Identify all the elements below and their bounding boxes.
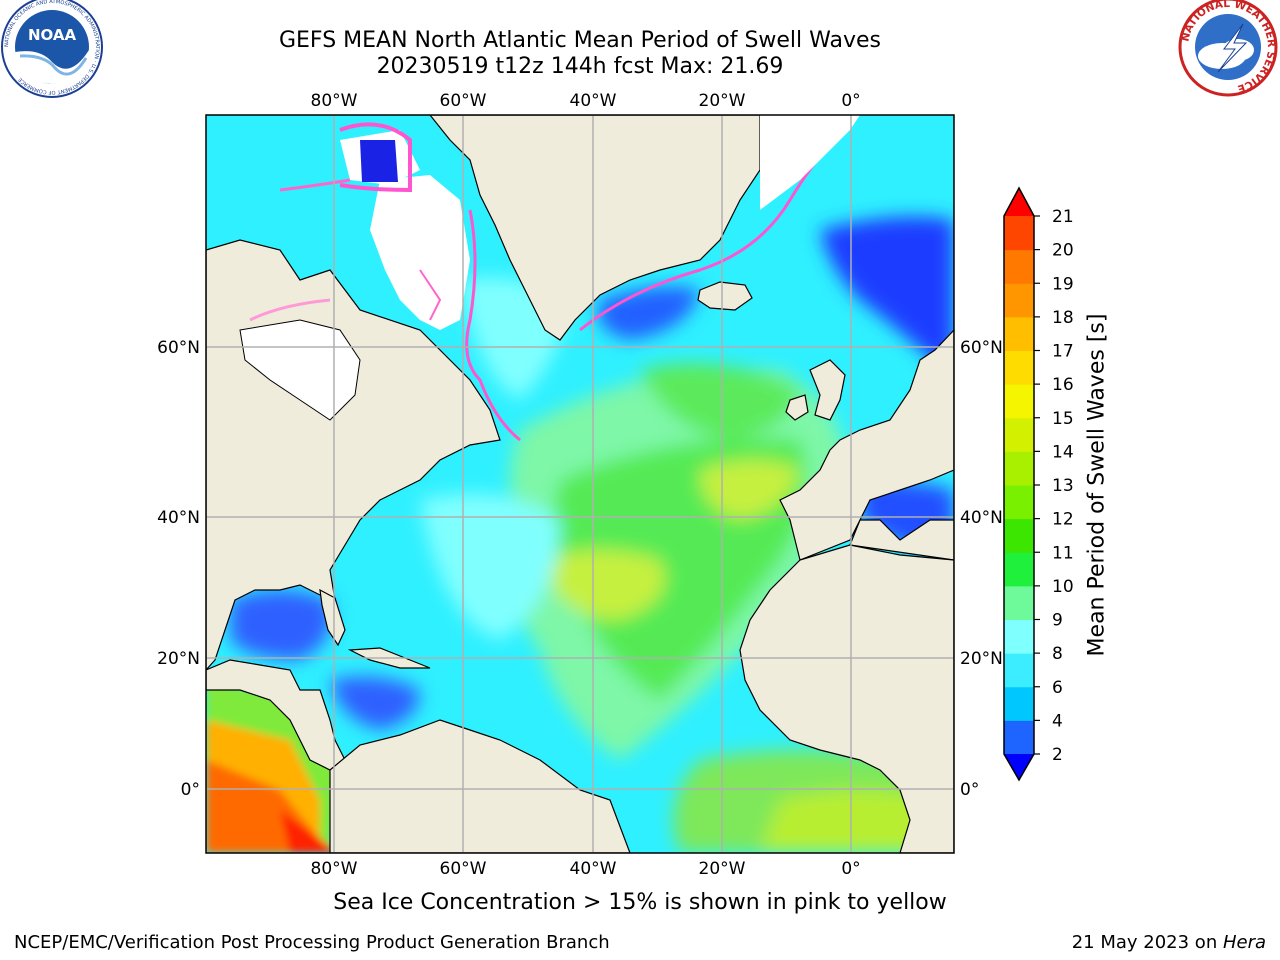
colorbar-segment — [1004, 720, 1034, 755]
colorbar-segment — [1004, 552, 1034, 587]
sea-ice-note: Sea Ice Concentration > 15% is shown in … — [333, 890, 947, 915]
colorbar-segment — [1004, 249, 1034, 284]
colorbar-segment — [1004, 216, 1034, 251]
footer-host: Hera — [1222, 932, 1266, 953]
chart-subtitle: 20230519 t12z 144h fcst Max: 21.69 — [376, 54, 784, 79]
colorbar-under-arrow — [1004, 754, 1034, 780]
sea-ice — [239, 115, 860, 442]
lon-label-bottom: 60°W — [440, 859, 487, 879]
lon-label-bottom: 0° — [841, 859, 860, 879]
lat-label-right: 20°N — [960, 649, 1003, 669]
colorbar-tick-label: 9 — [1052, 611, 1063, 631]
lat-label-left: 40°N — [157, 508, 200, 528]
colorbar-tick-label: 8 — [1052, 644, 1063, 664]
lon-label-bottom: 80°W — [311, 859, 358, 879]
lon-label-top: 20°W — [699, 91, 746, 111]
footer-date: 21 May 2023 on Hera — [1072, 932, 1266, 953]
lon-label-bottom: 20°W — [699, 859, 746, 879]
lon-label-top: 80°W — [311, 91, 358, 111]
colorbar-segment — [1004, 585, 1034, 620]
colorbar-tick-label: 15 — [1052, 409, 1074, 429]
map-area — [206, 115, 954, 853]
colorbar-segment — [1004, 384, 1034, 419]
colorbar-segment — [1004, 518, 1034, 553]
colorbar-segment — [1004, 686, 1034, 721]
lon-label-top: 40°W — [570, 91, 617, 111]
lon-label-top: 60°W — [440, 91, 487, 111]
colorbar-segment — [1004, 350, 1034, 385]
footer-credit: NCEP/EMC/Verification Post Processing Pr… — [14, 932, 610, 953]
colorbar-label: Mean Period of Swell Waves [s] — [1084, 313, 1110, 657]
colorbar-segment — [1004, 417, 1034, 452]
colorbar-segment — [1004, 485, 1034, 520]
colorbar-tick-label: 19 — [1052, 274, 1074, 294]
lat-label-left: 60°N — [157, 338, 200, 358]
nws-logo: NATIONAL WEATHER SERVICE — [1178, 0, 1278, 97]
colorbar-tick-label: 12 — [1052, 510, 1074, 530]
colorbar-segment — [1004, 451, 1034, 486]
lat-label-right: 40°N — [960, 508, 1003, 528]
lat-label-left: 20°N — [157, 649, 200, 669]
colorbar-segment — [1004, 283, 1034, 318]
lat-label-right: 0° — [960, 780, 979, 800]
colorbar-segment — [1004, 316, 1034, 351]
chart-title: GEFS MEAN North Atlantic Mean Period of … — [278, 28, 881, 53]
colorbar-tick-label: 21 — [1052, 207, 1074, 227]
colorbar-tick-label: 13 — [1052, 476, 1074, 496]
swell-period-field — [230, 216, 954, 853]
noaa-logo-text: NOAA — [28, 26, 77, 44]
colorbar-tick-label: 6 — [1052, 678, 1063, 698]
lat-label-left: 0° — [181, 780, 200, 800]
lon-label-top: 0° — [841, 91, 860, 111]
colorbar-tick-label: 20 — [1052, 241, 1074, 261]
colorbar-tick-label: 18 — [1052, 308, 1074, 328]
graticule — [206, 115, 954, 853]
colorbar-tick-label: 14 — [1052, 442, 1074, 462]
lat-label-right: 60°N — [960, 338, 1003, 358]
footer-date-text: 21 May 2023 on — [1071, 932, 1223, 953]
noaa-logo: NOAA NATIONAL OCEANIC AND ATMOSPHERIC AD… — [1, 0, 103, 98]
lon-label-bottom: 40°W — [570, 859, 617, 879]
colorbar: 2 4 6 8 9 10 11 12 13 14 15 16 17 18 19 20 21 — [1003, 186, 1074, 782]
colorbar-tick-label: 10 — [1052, 577, 1074, 597]
colorbar-tick-label: 11 — [1052, 543, 1074, 563]
colorbar-segment — [1004, 619, 1034, 654]
colorbar-tick-label: 16 — [1052, 375, 1074, 395]
colorbar-tick-label: 4 — [1052, 711, 1063, 731]
colorbar-tick-label: 17 — [1052, 342, 1074, 362]
colorbar-segment — [1004, 653, 1034, 688]
colorbar-tick-label: 2 — [1052, 745, 1063, 765]
colorbar-over-arrow — [1004, 188, 1034, 216]
map-frame — [205, 114, 955, 854]
